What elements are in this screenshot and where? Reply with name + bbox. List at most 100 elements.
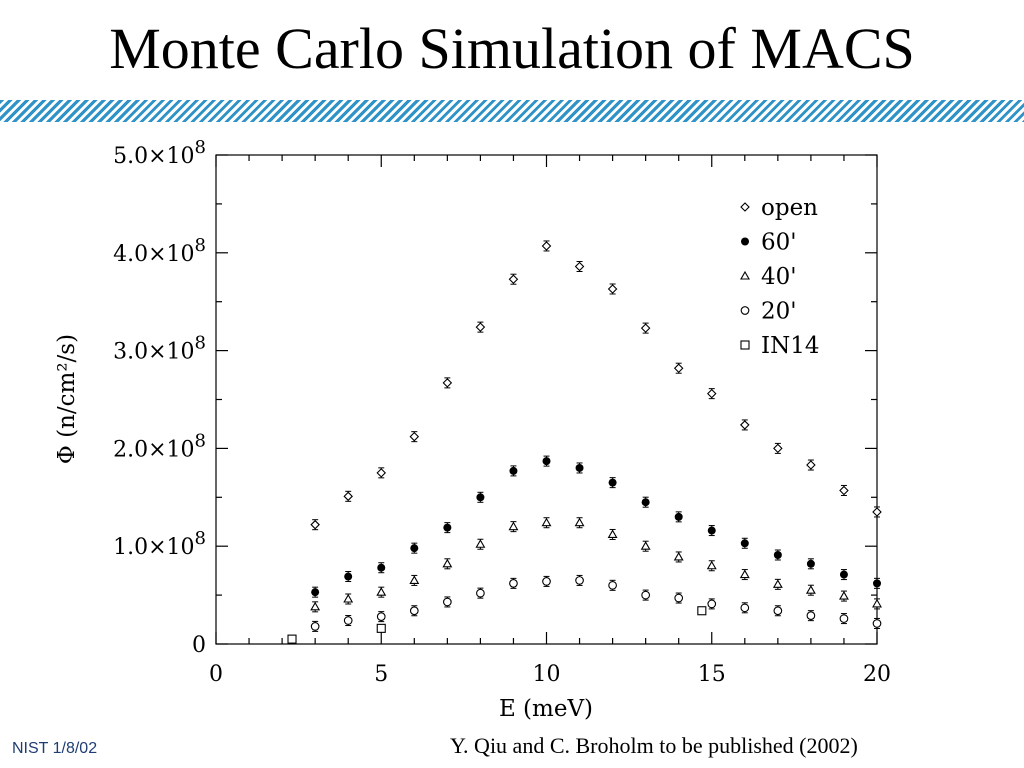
data-point	[376, 468, 387, 478]
data-point	[607, 529, 618, 539]
x-axis-label: E (meV)	[499, 696, 593, 722]
data-point	[575, 576, 584, 585]
legend-marker	[740, 202, 750, 212]
legend-label: open	[761, 195, 818, 221]
y-axis-label: Φ (n/cm²/s)	[54, 334, 80, 464]
data-point	[773, 443, 783, 454]
data-point	[641, 590, 651, 600]
data-point	[508, 274, 519, 284]
data-point	[287, 634, 297, 644]
data-point	[873, 579, 881, 588]
data-point	[343, 593, 354, 603]
legend-label: IN14	[761, 333, 819, 359]
data-point	[509, 579, 518, 588]
x-tick-label: 15	[698, 662, 726, 687]
data-point	[839, 614, 849, 623]
data-point	[310, 622, 320, 631]
data-point	[475, 322, 486, 332]
slide-title: Monte Carlo Simulation of MACS	[109, 16, 915, 81]
data-point	[476, 588, 485, 598]
data-point	[475, 539, 486, 548]
data-point	[706, 560, 717, 570]
data-point	[640, 323, 651, 333]
data-point	[772, 579, 783, 588]
data-point	[608, 478, 617, 487]
data-point	[707, 526, 716, 535]
x-tick-label: 0	[209, 662, 223, 687]
data-point	[541, 241, 552, 251]
data-point	[574, 261, 585, 272]
legend-marker	[740, 306, 750, 315]
data-point	[344, 572, 353, 581]
footer-citation: Y. Qiu and C. Broholm to be published (2…	[450, 733, 858, 758]
data-point	[872, 598, 882, 608]
legend-label: 60'	[761, 230, 797, 256]
legend-item: open	[740, 195, 818, 221]
data-point	[376, 587, 387, 596]
data-point	[575, 463, 584, 472]
data-point	[740, 420, 750, 430]
footer-date: NIST 1/8/02	[12, 740, 98, 757]
y-tick-label: 0	[192, 633, 206, 658]
data-point	[377, 563, 386, 572]
data-point	[740, 603, 750, 613]
legend-marker	[740, 340, 750, 350]
series-in14	[287, 606, 707, 644]
data-point	[673, 363, 684, 373]
data-point	[872, 507, 882, 517]
legend-item: 60'	[741, 230, 797, 256]
data-point	[640, 541, 651, 550]
data-point	[410, 544, 419, 553]
data-point	[574, 517, 585, 527]
data-point	[697, 606, 707, 616]
data-point	[343, 491, 353, 502]
y-tick-label: 5.0×108	[113, 137, 206, 169]
plot-frame	[215, 154, 878, 645]
legend-label: 40'	[761, 264, 797, 290]
data-point	[476, 493, 485, 502]
data-point	[409, 431, 420, 442]
data-point	[442, 378, 453, 388]
data-point	[443, 597, 452, 607]
data-point	[872, 619, 882, 628]
data-point	[673, 551, 684, 561]
legend-item: 40'	[740, 264, 797, 290]
legend-marker	[740, 270, 750, 280]
data-point	[805, 585, 816, 594]
title-divider-stripe	[0, 100, 1024, 122]
x-tick-labels: 0 5 10 15 20	[209, 662, 891, 687]
y-tick-label: 2.0×108	[113, 430, 206, 462]
axis-ticks	[215, 154, 878, 645]
data-point	[542, 577, 551, 586]
data-points	[287, 240, 882, 644]
data-point	[839, 485, 849, 496]
legend-label: 20'	[761, 299, 797, 325]
data-point	[641, 498, 650, 507]
data-point	[674, 512, 683, 521]
legend-item: 20'	[740, 299, 797, 325]
data-point	[443, 523, 452, 532]
data-point	[740, 539, 749, 548]
data-point	[310, 519, 320, 530]
x-tick-label: 10	[533, 662, 561, 687]
y-tick-label: 1.0×108	[113, 528, 206, 560]
data-point	[542, 457, 551, 466]
data-point	[706, 388, 717, 399]
data-point	[674, 593, 684, 603]
data-point	[839, 570, 848, 579]
legend-marker	[741, 237, 749, 246]
data-point	[806, 611, 816, 620]
data-point	[509, 466, 518, 475]
series-20	[310, 574, 882, 632]
y-tick-label: 3.0×108	[113, 333, 206, 365]
data-point	[409, 575, 420, 584]
data-point	[311, 588, 320, 597]
data-point	[739, 569, 750, 579]
data-point	[508, 521, 519, 531]
data-point	[773, 551, 782, 560]
data-point	[376, 612, 386, 621]
y-tick-label: 4.0×108	[113, 235, 206, 267]
data-point	[806, 559, 815, 568]
y-tick-labels: 0 1.0×108 2.0×108 3.0×108 4.0×108 5.0×108	[113, 137, 206, 658]
